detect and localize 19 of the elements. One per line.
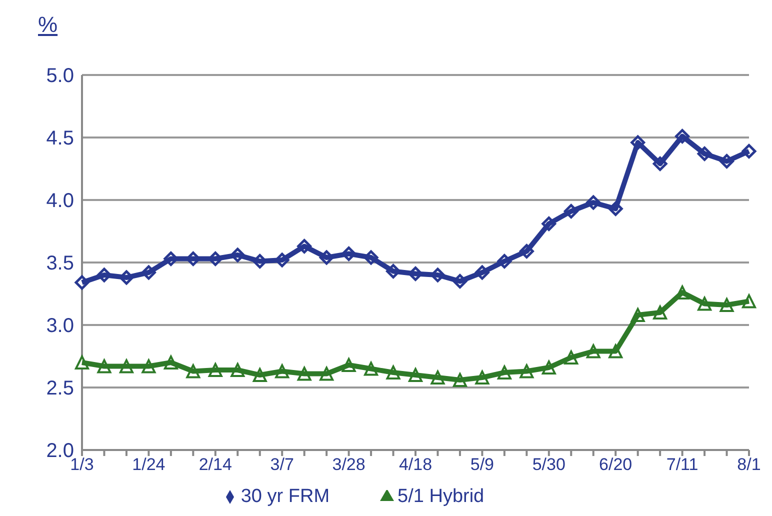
legend-label: 30 yr FRM (240, 486, 330, 507)
x-tick-label: 3/7 (270, 455, 294, 474)
y-tick-label: 2.5 (46, 378, 74, 400)
x-tick-label: 5/30 (532, 455, 566, 474)
x-tick-label: 7/11 (666, 455, 698, 474)
y-tick-label: 5.0 (46, 65, 74, 88)
x-tick-label: 5/9 (470, 455, 494, 474)
x-tick-label: 1/24 (132, 455, 166, 474)
y-tick-label: 3.0 (46, 315, 74, 338)
y-tick-label: 4.5 (46, 128, 74, 150)
x-tick-label: 8/1 (737, 455, 761, 474)
y-tick-label: 3.5 (46, 252, 74, 275)
y-axis-title: % (38, 12, 58, 38)
y-tick-label: 4.0 (46, 190, 74, 212)
x-tick-label: 2/14 (198, 455, 232, 474)
x-tick-label: 6/20 (599, 455, 632, 474)
x-tick-label: 3/28 (332, 455, 366, 474)
legend-label: 5/1 Hybrid (398, 486, 484, 507)
x-tick-label: 4/18 (398, 455, 432, 474)
